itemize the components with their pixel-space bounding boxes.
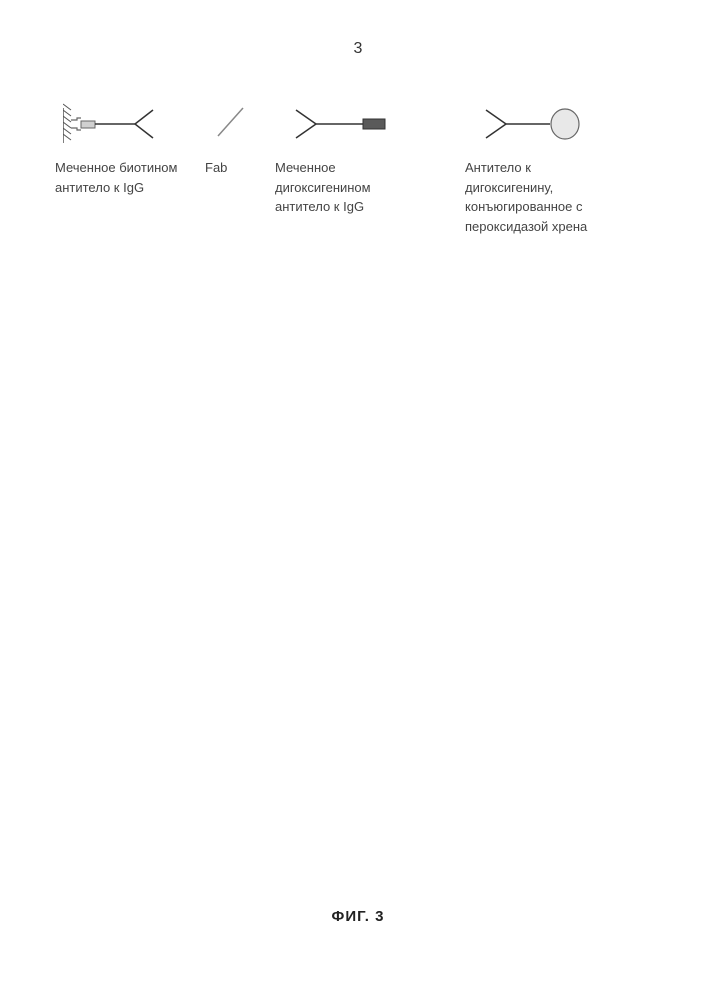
symbol-dig-antibody bbox=[275, 95, 420, 150]
symbol-fab bbox=[205, 95, 255, 150]
label-hrp-antibody: Антитело к дигоксигенину, конъюгированно… bbox=[465, 158, 610, 236]
symbol-hrp-antibody bbox=[465, 95, 610, 150]
legend-item-hrp-antibody: Антитело к дигоксигенину, конъюгированно… bbox=[465, 95, 610, 236]
symbol-biotin-antibody bbox=[55, 95, 185, 150]
figure-label: ФИГ. 3 bbox=[332, 908, 385, 925]
legend-item-biotin-antibody: Меченное биотином антитело к IgG bbox=[55, 95, 185, 236]
label-biotin-antibody: Меченное биотином антитело к IgG bbox=[55, 158, 185, 197]
page-number: 3 bbox=[354, 40, 363, 58]
label-dig-antibody: Меченное дигоксигенином антитело к IgG bbox=[275, 158, 420, 217]
label-fab: Fab bbox=[205, 158, 227, 178]
legend-item-dig-antibody: Меченное дигоксигенином антитело к IgG bbox=[275, 95, 420, 236]
legend-diagram: Меченное биотином антитело к IgG Fab Меч… bbox=[55, 95, 655, 236]
legend-item-fab: Fab bbox=[205, 95, 255, 236]
